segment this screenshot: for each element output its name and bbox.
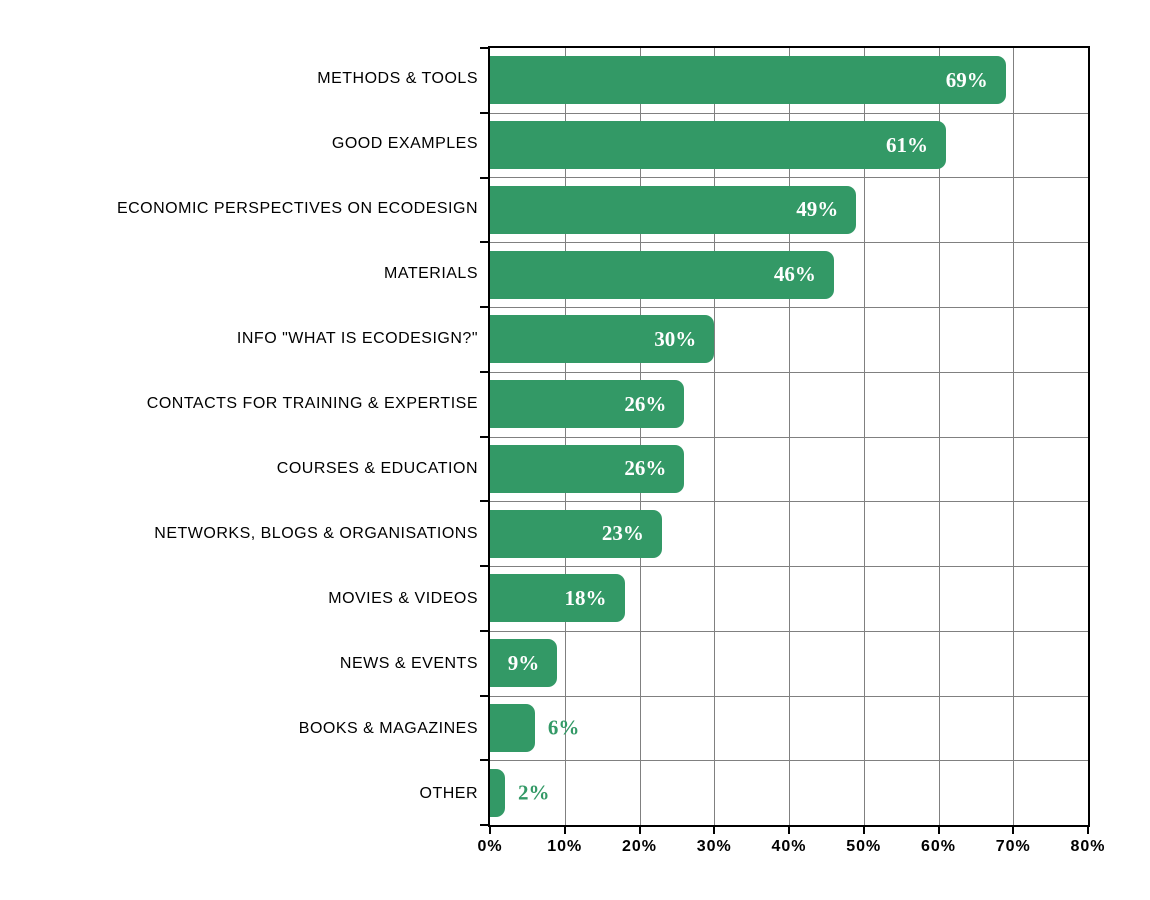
y-tick-mark bbox=[480, 306, 488, 308]
x-tick-mark bbox=[862, 827, 865, 834]
bar: 18% bbox=[490, 574, 625, 623]
x-tick-mark bbox=[638, 827, 641, 834]
plot-area: 69% 61% 49% 46% 30% 26% 26% 23% 18% 9% 6% 2% bbox=[488, 46, 1090, 827]
bar bbox=[490, 768, 505, 817]
category-label: INFO "WHAT IS ECODESIGN?" bbox=[236, 329, 478, 347]
category-label: MATERIALS bbox=[384, 264, 478, 282]
bar-value-label: 46% bbox=[773, 262, 816, 287]
bar-value-label: 61% bbox=[885, 132, 928, 157]
bar: 49% bbox=[490, 185, 857, 234]
category-axis: METHODS & TOOLS GOOD EXAMPLES ECONOMIC PER… bbox=[0, 46, 478, 827]
x-tick-label: 20% bbox=[621, 838, 658, 855]
bar-value-label: 6% bbox=[547, 715, 580, 740]
x-tick-mark bbox=[563, 827, 566, 834]
bar: 26% bbox=[490, 444, 685, 493]
bar-row: 26% bbox=[490, 437, 1088, 502]
y-tick-mark bbox=[480, 694, 488, 697]
bar: 9% bbox=[490, 639, 558, 688]
bar-value-label: 26% bbox=[624, 456, 667, 481]
gridline-horizontal bbox=[490, 177, 1088, 179]
bar: 69% bbox=[490, 56, 1006, 105]
bar-value-label: 30% bbox=[654, 326, 697, 351]
y-tick-mark bbox=[480, 565, 488, 567]
gridline-horizontal bbox=[490, 501, 1088, 503]
y-tick-mark bbox=[480, 500, 488, 503]
gridline-horizontal bbox=[490, 630, 1088, 632]
y-tick-mark bbox=[480, 47, 488, 49]
x-tick-label: 70% bbox=[995, 838, 1031, 855]
bar-value-label: 49% bbox=[796, 197, 839, 222]
bar-value-label: 69% bbox=[945, 67, 988, 92]
bar-value-label: 2% bbox=[517, 780, 550, 805]
category-label: COURSES & EDUCATION bbox=[276, 460, 478, 478]
bar: 23% bbox=[490, 509, 662, 558]
bar-value-label: 23% bbox=[601, 521, 644, 546]
bar-row: 69% bbox=[490, 48, 1088, 113]
y-tick-mark bbox=[480, 629, 488, 632]
x-tick-mark bbox=[1012, 827, 1015, 834]
gridline-horizontal bbox=[490, 306, 1088, 308]
x-tick-label: 30% bbox=[696, 838, 732, 855]
bar-row: 23% bbox=[490, 501, 1088, 566]
bar-row: 2% bbox=[490, 760, 1088, 825]
category-label: BOOKS & MAGAZINES bbox=[298, 720, 478, 738]
x-tick-mark bbox=[489, 827, 491, 834]
bar-row: 49% bbox=[490, 177, 1088, 242]
category-label: OTHER bbox=[419, 785, 478, 803]
bar: 30% bbox=[490, 315, 715, 364]
bar: 46% bbox=[490, 250, 834, 299]
bar: 61% bbox=[490, 121, 946, 170]
x-tick-label: 80% bbox=[1070, 838, 1106, 855]
y-tick-mark bbox=[480, 370, 488, 373]
gridline-horizontal bbox=[490, 565, 1088, 567]
category-label: CONTACTS FOR TRAINING & EXPERTISE bbox=[146, 394, 478, 412]
y-tick-mark bbox=[480, 241, 488, 244]
bar-value-label: 26% bbox=[624, 391, 667, 416]
category-label: GOOD EXAMPLES bbox=[331, 134, 478, 152]
gridline-horizontal bbox=[490, 436, 1088, 438]
x-tick-label: 40% bbox=[771, 838, 807, 855]
x-tick-label: 10% bbox=[547, 838, 583, 855]
bar-row: 18% bbox=[490, 566, 1088, 631]
y-tick-mark bbox=[480, 824, 488, 826]
gridline-horizontal bbox=[490, 112, 1088, 114]
bar-row: 26% bbox=[490, 372, 1088, 437]
bar-row: 30% bbox=[490, 307, 1088, 372]
y-tick-mark bbox=[480, 435, 488, 438]
bar-value-label: 18% bbox=[564, 585, 607, 610]
gridline-horizontal bbox=[490, 242, 1088, 244]
category-label: NEWS & EVENTS bbox=[339, 655, 478, 673]
x-tick-label: 0% bbox=[477, 838, 503, 855]
y-tick-mark bbox=[480, 111, 488, 114]
bar-row: 46% bbox=[490, 242, 1088, 307]
category-label: MOVIES & VIDEOS bbox=[328, 590, 478, 608]
bar-row: 61% bbox=[490, 113, 1088, 178]
bar: 26% bbox=[490, 380, 685, 429]
category-label: ECONOMIC PERSPECTIVES ON ECODESIGN bbox=[116, 199, 478, 217]
bar-value-label: 9% bbox=[507, 650, 540, 675]
y-tick-mark bbox=[480, 176, 488, 179]
category-label: NETWORKS, BLOGS & ORGANISATIONS bbox=[154, 525, 478, 543]
x-tick-label: 60% bbox=[920, 838, 957, 855]
value-axis: 0% 10% 20% 30% 40% 50% 60% 70% 80% bbox=[477, 838, 1104, 862]
bar-row: 6% bbox=[490, 696, 1088, 761]
x-tick-mark bbox=[937, 827, 940, 834]
gridline-horizontal bbox=[490, 760, 1088, 762]
category-label: METHODS & TOOLS bbox=[317, 69, 478, 87]
gridline-horizontal bbox=[490, 371, 1088, 373]
bar-row: 9% bbox=[490, 631, 1088, 696]
gridline-horizontal bbox=[490, 695, 1088, 697]
x-tick-mark bbox=[1087, 827, 1089, 834]
x-tick-mark bbox=[713, 827, 716, 834]
bar bbox=[490, 703, 535, 752]
x-tick-label: 50% bbox=[846, 838, 882, 855]
y-tick-mark bbox=[480, 759, 488, 762]
x-tick-mark bbox=[788, 827, 790, 834]
